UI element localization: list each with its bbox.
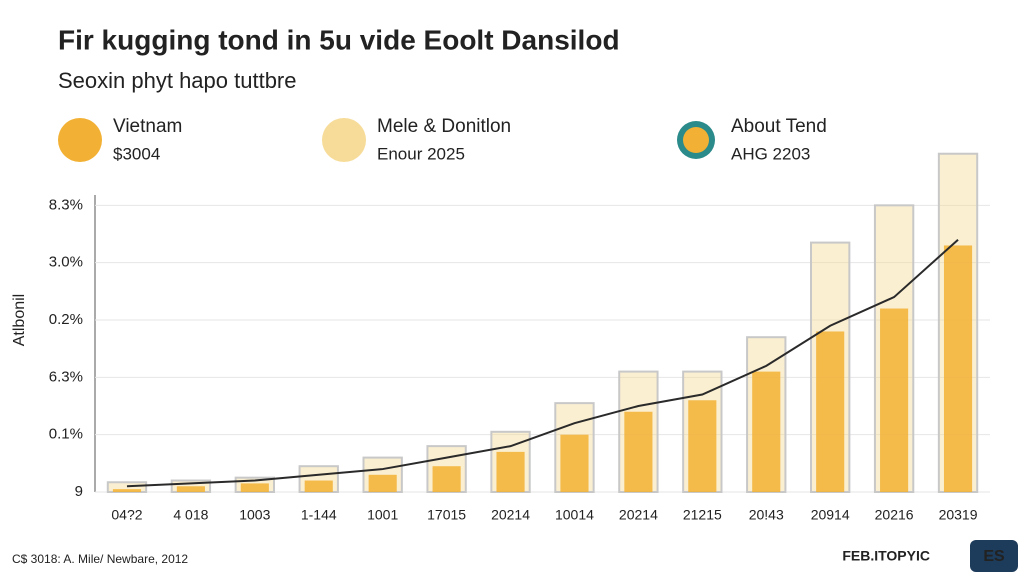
bar <box>880 308 909 492</box>
x-tick-label: 1001 <box>367 507 398 523</box>
brand: FEB.ITOPYIC <box>842 548 930 564</box>
x-tick-label: 4 018 <box>173 507 208 523</box>
legend-marker <box>322 118 366 162</box>
y-tick-label: 0.1% <box>49 426 83 443</box>
x-tick-label: 20216 <box>875 507 914 523</box>
footer-note: C$ 3018: A. Mile/ Newbare, 2012 <box>12 552 188 566</box>
x-tick-label: 17015 <box>427 507 466 523</box>
x-tick-label: 21215 <box>683 507 722 523</box>
bar <box>368 474 397 492</box>
bar <box>816 331 845 492</box>
legend-label: Vietnam <box>113 116 182 137</box>
legend-marker-inner <box>683 127 709 153</box>
bar <box>432 466 461 492</box>
legend-note: Enour 2025 <box>377 144 465 163</box>
badge-box <box>970 540 1018 572</box>
badge: ES <box>983 548 1005 565</box>
y-axis-label: Atlbonil <box>11 294 28 346</box>
trend-line <box>126 238 959 488</box>
y-tick-label: 6.3% <box>49 368 83 385</box>
x-tick-label: 20!43 <box>749 507 784 523</box>
legend-label: About Tend <box>731 116 827 137</box>
x-tick-label: 20914 <box>811 507 850 523</box>
x-tick-label: 04?2 <box>111 507 142 523</box>
bar <box>240 483 269 492</box>
y-tick-label: 9 <box>75 483 83 500</box>
x-tick-label: 20319 <box>939 507 978 523</box>
y-tick-label: 0.2% <box>49 311 83 328</box>
x-tick-label: 1-144 <box>301 507 337 523</box>
bar <box>752 371 781 492</box>
bar <box>560 434 589 492</box>
legend-note: $3004 <box>113 144 160 163</box>
bar <box>688 400 717 492</box>
y-tick-label: 3.0% <box>49 254 83 271</box>
bar <box>304 480 333 492</box>
chart-title: Fir kugging tond in 5u vide Eoolt Dansil… <box>58 24 620 55</box>
bar <box>176 486 205 492</box>
bar <box>496 451 525 492</box>
bar <box>943 245 973 492</box>
y-tick-label: 8.3% <box>49 196 83 213</box>
x-tick-label: 1003 <box>239 507 270 523</box>
bar <box>624 411 653 492</box>
chart-subtitle: Seoxin phyt hapo tuttbre <box>58 68 297 93</box>
x-tick-label: 20214 <box>619 507 658 523</box>
legend-marker <box>58 118 102 162</box>
legend-note: AHG 2203 <box>731 144 810 163</box>
x-tick-label: 20214 <box>491 507 530 523</box>
bar <box>112 489 142 492</box>
legend-label: Mele & Donitlon <box>377 116 511 137</box>
x-tick-label: 10014 <box>555 507 594 523</box>
